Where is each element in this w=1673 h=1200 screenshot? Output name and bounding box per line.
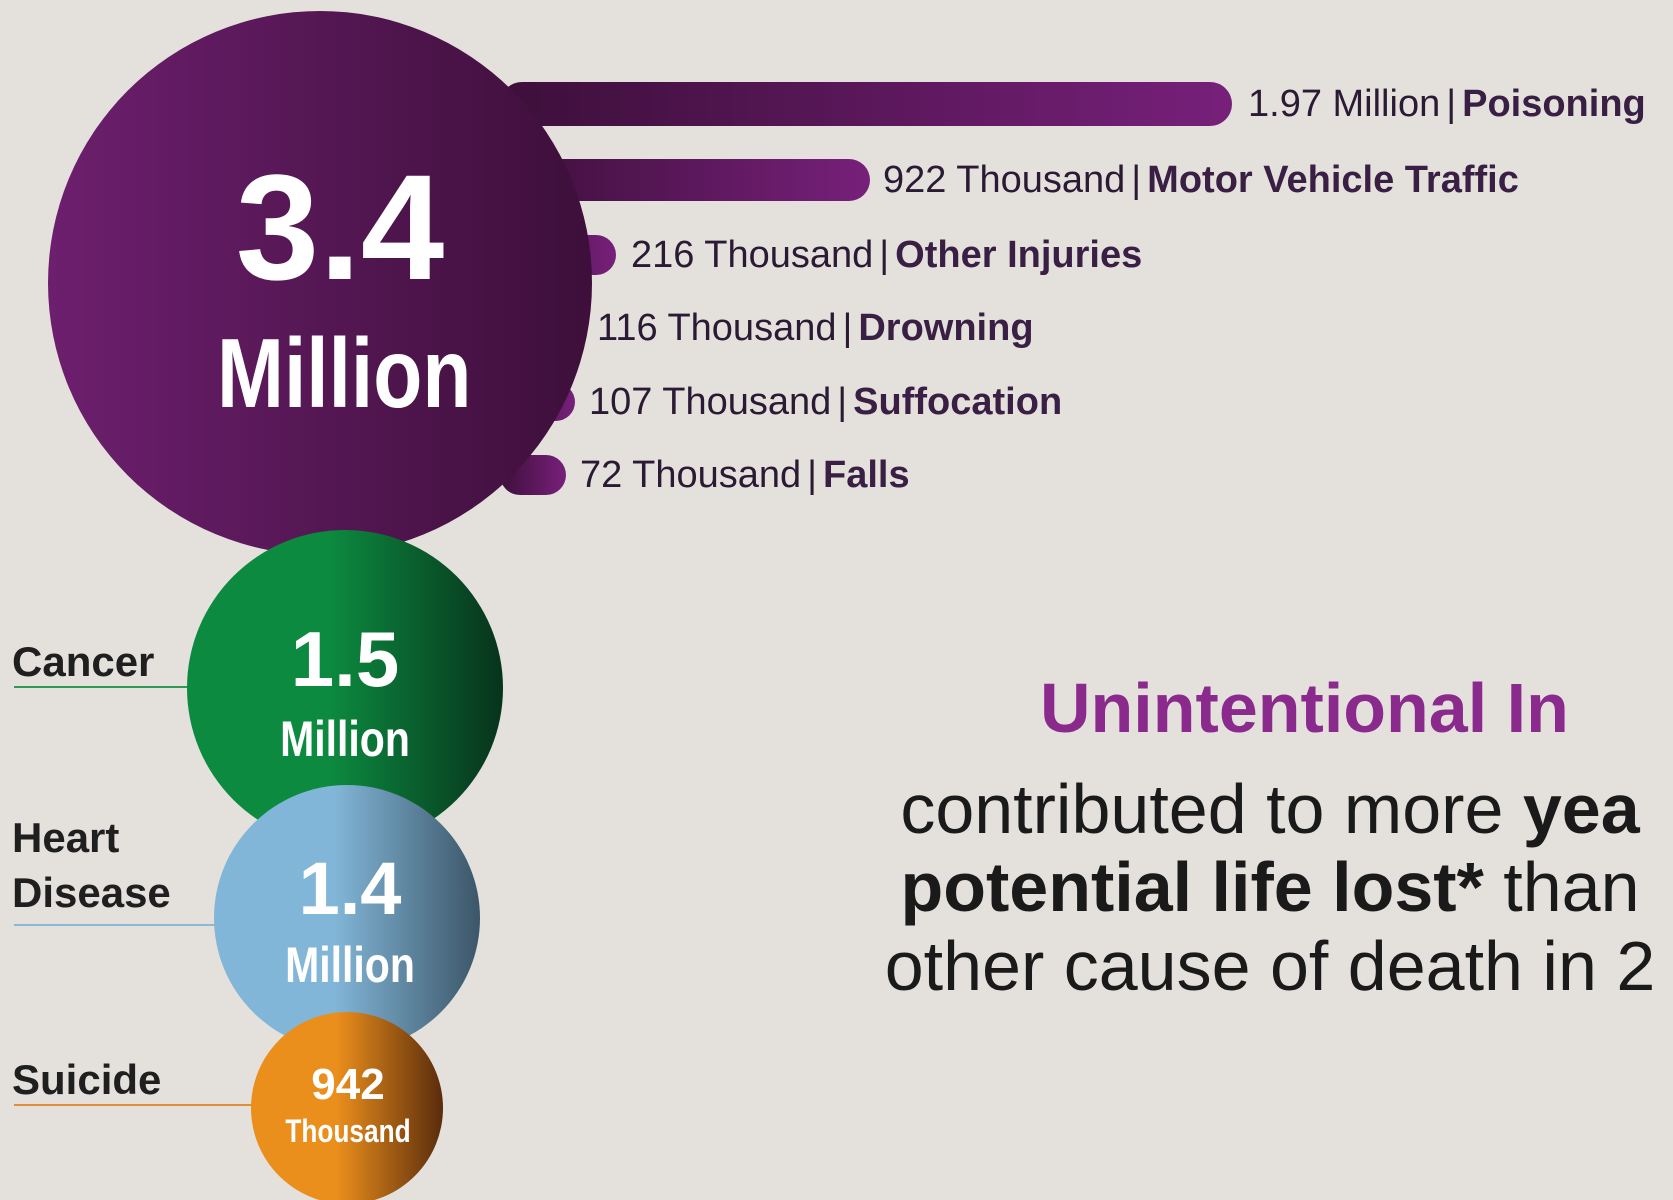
body-line-2-plain: than <box>1483 848 1640 927</box>
body-line-1-plain: contributed to more <box>900 770 1523 848</box>
cancer-value: 1.5 <box>290 615 400 703</box>
separator: | <box>1446 83 1457 125</box>
cancer-circle-label: 1.5 Million <box>235 620 455 764</box>
body-line-2: potential life lost* than <box>780 848 1673 926</box>
bar-value: 107 Thousand <box>589 381 832 423</box>
separator: | <box>807 454 818 496</box>
suicide-label: Suicide <box>12 1056 162 1103</box>
bar-name: Drowning <box>858 307 1034 349</box>
separator: | <box>837 381 848 423</box>
bar-value: 922 Thousand <box>883 159 1126 201</box>
bar-value: 72 Thousand <box>580 454 802 496</box>
body-text: contributed to more yea potential life l… <box>780 770 1673 1005</box>
heart-disease-circle-label: 1.4 Million <box>240 847 460 993</box>
body-line-3-plain: other cause of death in 2 <box>884 926 1656 1005</box>
heart-disease-unit: Million <box>285 937 415 993</box>
headline: Unintentional In <box>1040 669 1569 747</box>
separator: | <box>1131 159 1142 201</box>
bar-label-suffocation: 107 Thousand | Suffocation <box>589 383 1062 421</box>
bar-value: 216 Thousand <box>631 234 874 276</box>
total-value: 3.4 <box>235 143 445 311</box>
bar-name: Motor Vehicle Traffic <box>1147 159 1519 201</box>
suicide-value: 942 <box>311 1060 385 1109</box>
bar-name: Suffocation <box>853 381 1063 423</box>
total-label: 3.4 Million <box>190 152 490 422</box>
circle-heart-disease <box>214 785 480 1051</box>
cancer-unit: Million <box>280 711 410 767</box>
circle-suicide <box>251 1012 443 1200</box>
bar-poisoning <box>500 82 1232 126</box>
bar-label-other-injuries: 216 Thousand | Other Injuries <box>631 236 1142 274</box>
suicide-unit: Thousand <box>285 1113 411 1149</box>
bar-name: Poisoning <box>1462 83 1646 125</box>
bar-label-drowning: 116 Thousand | Drowning <box>597 309 1034 347</box>
suicide-circle-label: 942 Thousand <box>263 1060 433 1149</box>
heart-disease-label: Heart Disease <box>12 814 171 917</box>
heart-disease-value: 1.4 <box>298 847 402 930</box>
body-line-1-bold: yea <box>1522 770 1640 848</box>
separator: | <box>879 234 890 276</box>
total-circle <box>48 11 592 555</box>
bar-label-motor-vehicle: 922 Thousand | Motor Vehicle Traffic <box>883 161 1519 199</box>
total-unit: Million <box>217 318 472 428</box>
body-line-3: other cause of death in 2 <box>780 927 1673 1005</box>
bar-name: Falls <box>823 454 910 496</box>
separator: | <box>842 307 853 349</box>
bar-value: 116 Thousand <box>597 307 837 349</box>
cancer-label: Cancer <box>12 638 155 685</box>
bar-name: Other Injuries <box>895 234 1143 276</box>
body-line-1: contributed to more yea <box>780 770 1673 848</box>
bar-label-poisoning: 1.97 Million | Poisoning <box>1248 85 1646 123</box>
bar-label-falls: 72 Thousand | Falls <box>580 456 910 494</box>
bar-motor-vehicle-traffic <box>500 159 870 201</box>
circle-cancer <box>187 530 503 846</box>
body-line-2-bold: potential life lost* <box>900 848 1484 927</box>
bar-value: 1.97 Million <box>1248 83 1441 125</box>
